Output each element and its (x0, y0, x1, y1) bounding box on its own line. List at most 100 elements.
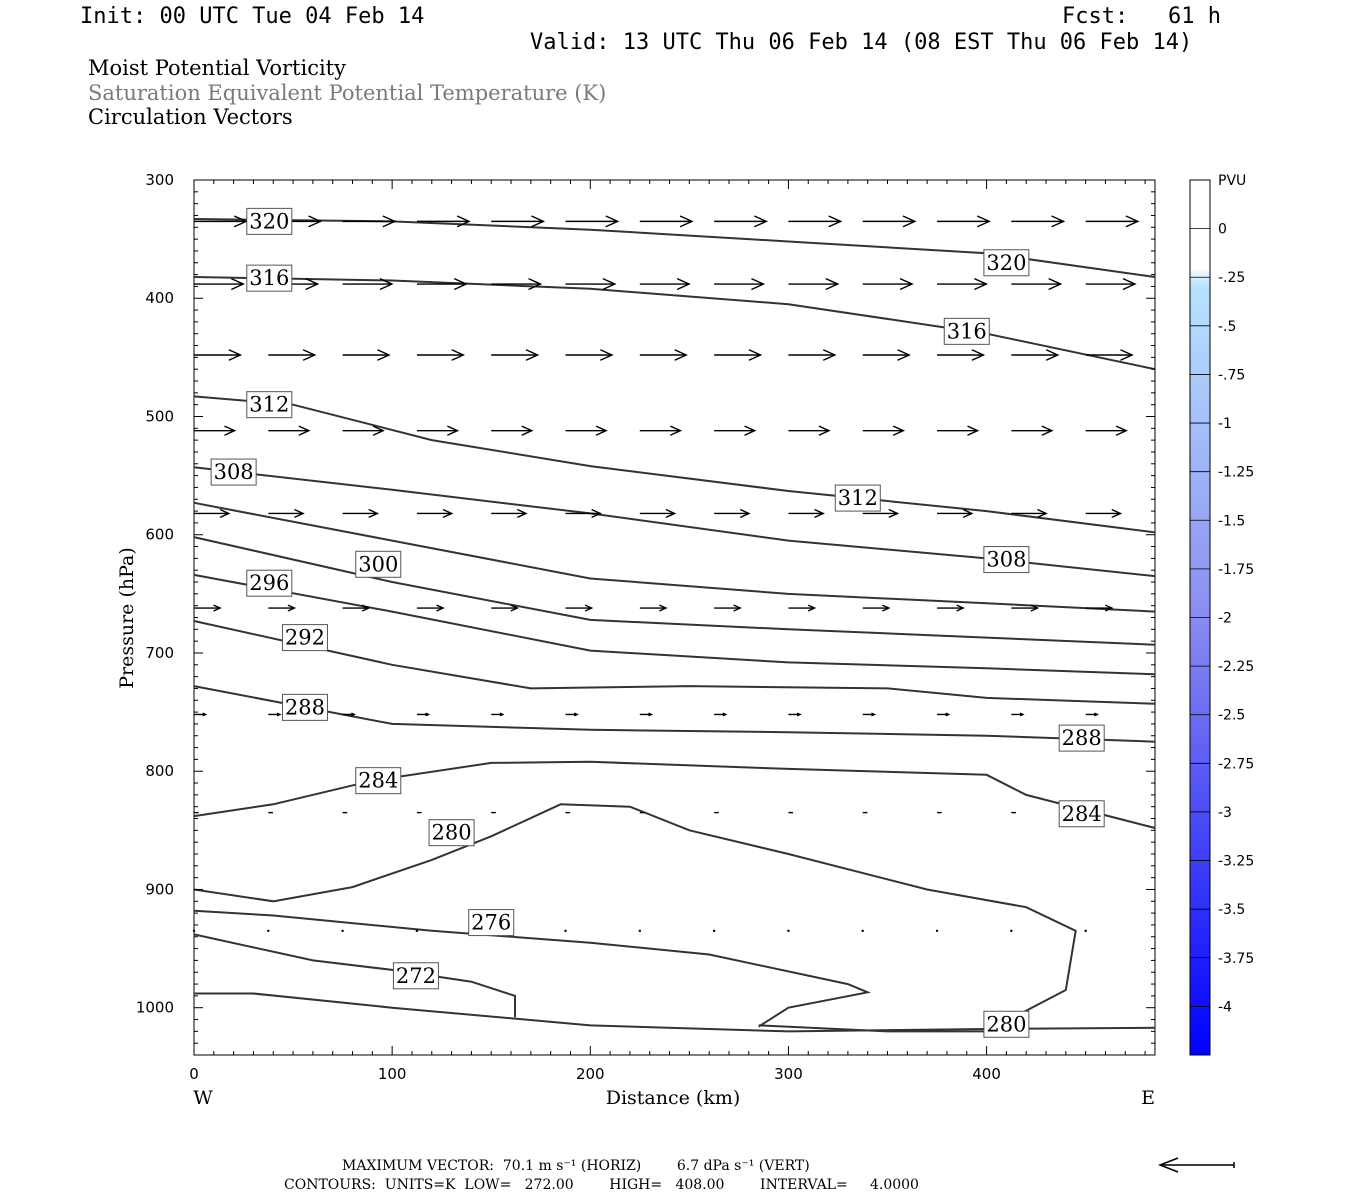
x-end-east: E (1141, 1087, 1155, 1109)
vector-head (224, 425, 237, 436)
colorbar-label: -3 (1218, 805, 1232, 821)
y-axis-label: Pressure (hPa) (116, 547, 138, 689)
vector-head (377, 349, 391, 361)
x-tick-label: 0 (189, 1065, 199, 1083)
circulation-vector (787, 929, 790, 933)
vector-head (451, 349, 466, 361)
vector-head (361, 604, 371, 612)
contour-label: 284 (358, 769, 398, 793)
y-tick-label: 900 (145, 880, 174, 898)
contour-label: 292 (285, 626, 325, 650)
colorbar-label: -3.5 (1218, 902, 1245, 918)
contour-label: 296 (249, 571, 289, 595)
vector-head (302, 349, 317, 361)
vector-head (822, 349, 837, 361)
circulation-vector (1084, 929, 1087, 933)
vector-head (818, 425, 831, 436)
circulation-vector (267, 929, 270, 933)
contour-label: 312 (249, 393, 289, 417)
vector-head (796, 712, 802, 717)
vector-head (722, 712, 728, 717)
colorbar-label: -1 (1218, 416, 1232, 432)
vector-head (1048, 278, 1063, 291)
vector-head (739, 508, 751, 518)
contour-label: 316 (947, 319, 987, 343)
vector-head (659, 604, 668, 612)
contour-284 (193, 685, 1156, 743)
vector-head (882, 604, 891, 612)
vector-head (442, 508, 454, 518)
vector-head (1125, 215, 1140, 228)
contour-label-box (246, 569, 293, 597)
vector-head (525, 349, 540, 361)
vector-head (1120, 349, 1134, 361)
plot-area (193, 179, 1156, 1056)
vector-head (971, 349, 986, 361)
vector-head (899, 278, 914, 291)
contour-label-box (210, 458, 257, 486)
colorbar-label: -3.75 (1218, 951, 1254, 967)
colorbar-label: -4 (1218, 999, 1232, 1015)
vector-head (294, 508, 305, 518)
x-tick-label: 200 (576, 1065, 605, 1083)
contour-label-box (246, 391, 293, 419)
vector-head (956, 604, 965, 612)
contour-label: 312 (838, 486, 878, 510)
circulation-vector (341, 929, 344, 933)
vector-head (814, 508, 825, 518)
vector-head (748, 349, 763, 361)
vector-head (231, 278, 246, 291)
contour-label: 316 (249, 266, 289, 290)
circulation-vector (861, 929, 864, 933)
vector-head (888, 508, 900, 518)
contour-label-box (1058, 800, 1105, 828)
vector-head (447, 425, 460, 436)
vector-head (591, 508, 603, 518)
contour-label-box (355, 767, 402, 795)
contour-label: 280 (432, 821, 472, 845)
vector-head (1037, 508, 1048, 518)
colorbar-label: -2.75 (1218, 756, 1254, 772)
vector-head (1122, 278, 1137, 291)
contour-272 (193, 909, 872, 1028)
vector-head (1045, 349, 1060, 361)
vector-head (754, 215, 769, 228)
colorbar-label: -2.5 (1218, 708, 1245, 724)
vector-head (382, 215, 397, 228)
vector-head (453, 278, 468, 291)
vector-head (1104, 604, 1114, 612)
x-end-west: W (193, 1087, 213, 1109)
contour-label: 300 (358, 552, 398, 576)
y-tick-label: 400 (145, 289, 174, 307)
vector-head (602, 278, 617, 291)
vector-head (1111, 508, 1123, 518)
contour-312 (193, 395, 1156, 534)
colorbar-label: -.75 (1218, 367, 1245, 383)
vector-head (945, 712, 951, 717)
vector-head (213, 604, 222, 612)
vector-head (825, 278, 840, 291)
vector-head (600, 349, 614, 361)
vector-head (892, 425, 906, 436)
vector-head (751, 278, 766, 291)
vector-head (974, 278, 989, 291)
vector-head (967, 425, 980, 436)
contour-label-box (246, 207, 293, 235)
vector-head (595, 425, 608, 436)
vector-head (828, 215, 843, 228)
vector-head (456, 215, 471, 228)
contour-label-box (834, 484, 881, 512)
vector-head (528, 278, 543, 291)
vector-head (679, 215, 694, 228)
y-tick-label: 800 (145, 762, 174, 780)
contour-label: 288 (1062, 726, 1102, 750)
contour-label: 276 (471, 911, 511, 935)
contour-280 (193, 760, 1156, 829)
vector-head (499, 712, 505, 717)
vector-head (733, 604, 742, 612)
y-tick-label: 700 (145, 644, 174, 662)
vector-head (674, 349, 688, 361)
contour-label-box (1058, 724, 1105, 752)
max-vector-arrow (1157, 1157, 1235, 1173)
